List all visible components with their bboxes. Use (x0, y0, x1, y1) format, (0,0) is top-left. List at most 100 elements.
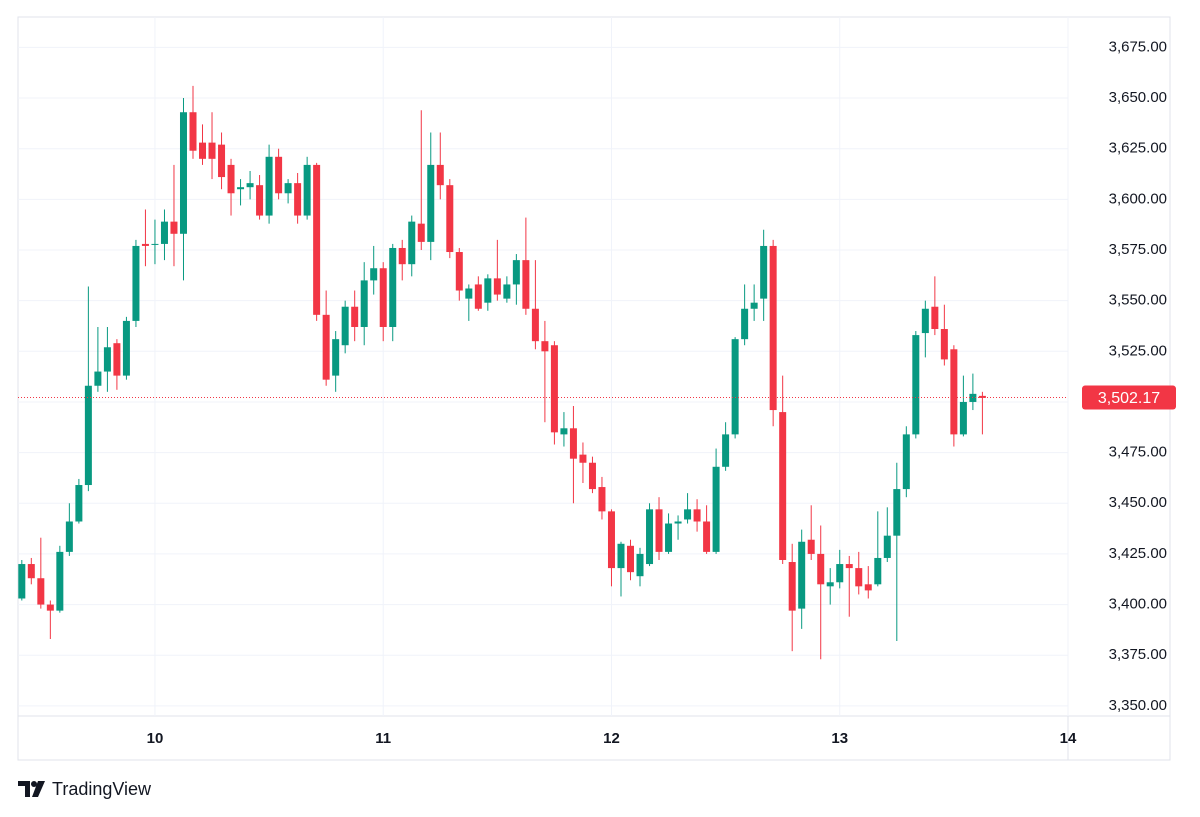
candle-body (56, 551, 64, 611)
candle-body (84, 385, 92, 486)
chart-frame (17, 16, 1171, 761)
candle-body (560, 428, 568, 435)
y-tick-label: 3,475.00 (1109, 444, 1167, 461)
candle-body (389, 247, 397, 327)
candle-body (122, 320, 130, 376)
candle-body (512, 260, 520, 285)
candle-body (379, 268, 387, 327)
candle-body (693, 509, 701, 522)
candle-body (750, 302, 758, 309)
brand-name: TradingView (52, 779, 152, 799)
candle-body (46, 604, 54, 611)
candle-body (826, 582, 834, 587)
candle-body (541, 341, 549, 352)
candle-body (921, 308, 929, 334)
candle-body (446, 185, 454, 253)
candle-body (503, 284, 511, 299)
logo-dot (31, 781, 37, 787)
grid (18, 17, 1069, 716)
candle-body (351, 306, 359, 327)
candle-body (18, 564, 26, 599)
candle-body (284, 183, 292, 194)
candle-body (360, 280, 368, 327)
candle-body (132, 245, 140, 321)
candle-body (332, 339, 340, 376)
candle-body (940, 329, 948, 360)
candle-body (626, 545, 634, 573)
last-price-badge (1082, 385, 1176, 410)
candle-body (978, 395, 986, 398)
candle-body (398, 247, 406, 265)
candle-body (370, 268, 378, 281)
y-tick-label: 3,425.00 (1109, 545, 1167, 562)
candle-body (646, 509, 654, 565)
y-tick-label: 3,550.00 (1109, 292, 1167, 309)
candle-body (151, 243, 159, 245)
candle-body (436, 164, 444, 186)
y-tick-label: 3,600.00 (1109, 190, 1167, 207)
candle-body (817, 553, 825, 585)
candle-body (912, 335, 920, 435)
candle-body (75, 485, 83, 522)
candle-body (760, 245, 768, 299)
candle-body (550, 345, 558, 433)
candle-body (902, 434, 910, 490)
y-tick-label: 3,525.00 (1109, 342, 1167, 359)
candle-body (607, 511, 615, 569)
y-tick-label: 3,350.00 (1109, 697, 1167, 714)
candle-body (160, 221, 168, 244)
y-tick-label: 3,675.00 (1109, 38, 1167, 55)
candle-body (275, 156, 283, 194)
candle-body (208, 142, 216, 159)
candle-body (94, 371, 102, 386)
candle-body (170, 221, 178, 234)
candle-body (227, 164, 235, 194)
candle-body (294, 183, 302, 216)
candle-body (807, 539, 815, 554)
y-tick-label: 3,400.00 (1109, 596, 1167, 613)
candle-body (199, 142, 207, 159)
candle-body (427, 164, 435, 242)
candle-body (788, 562, 796, 611)
candle-body (179, 112, 187, 234)
candle-body (731, 339, 739, 435)
candle-body (703, 521, 711, 552)
candle-body (769, 245, 777, 411)
x-tick-label: 13 (831, 730, 848, 747)
candle-body (655, 509, 663, 552)
candle-body (569, 428, 577, 459)
x-tick-label: 14 (1060, 730, 1077, 747)
logo (18, 781, 45, 797)
candle-body (950, 349, 958, 435)
candle-body (931, 306, 939, 330)
logo-mark (18, 781, 30, 797)
candle-body (493, 278, 501, 295)
candle-body (665, 523, 673, 552)
candle-body (113, 343, 121, 376)
candle-body (893, 489, 901, 536)
candle-body (265, 156, 273, 216)
y-tick-label: 3,375.00 (1109, 646, 1167, 663)
candle-body (303, 164, 311, 216)
y-tick-label: 3,650.00 (1109, 89, 1167, 106)
candle-body (408, 221, 416, 265)
candle-body (579, 454, 587, 463)
candle-body (27, 564, 35, 579)
candle-body (237, 187, 245, 190)
candle-body (465, 288, 473, 299)
y-tick-label: 3,450.00 (1109, 494, 1167, 511)
candle-body (864, 584, 872, 591)
candle-body (959, 401, 967, 435)
candle-body (855, 568, 863, 587)
candle-body (341, 306, 349, 346)
candle-body (218, 144, 226, 178)
x-tick-label: 12 (603, 730, 620, 747)
candle-body (741, 308, 749, 340)
candle-body (722, 434, 730, 467)
candle-body (779, 412, 787, 560)
candle-body (484, 278, 492, 303)
candle-body (522, 260, 530, 309)
candle-body (455, 252, 463, 291)
